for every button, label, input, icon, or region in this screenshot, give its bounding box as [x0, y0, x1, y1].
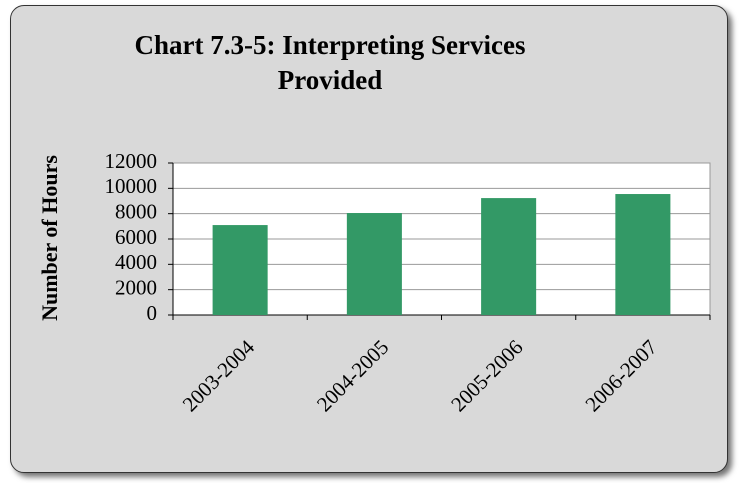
- bar: [346, 213, 402, 315]
- bar: [212, 225, 268, 315]
- bar: [481, 198, 537, 315]
- x-tick-label: 2003-2004: [178, 335, 260, 417]
- y-tick-label: 10000: [105, 174, 158, 198]
- chart-title: Chart 7.3-5: Interpreting Services Provi…: [134, 30, 526, 95]
- y-tick-label: 8000: [115, 199, 157, 223]
- y-tick-label: 4000: [115, 250, 157, 274]
- bar: [615, 194, 671, 315]
- y-tick-label: 2000: [115, 275, 157, 299]
- x-tick-label: 2004-2005: [312, 335, 393, 416]
- y-tick-label: 12000: [105, 149, 158, 173]
- x-tick-label: 2005-2006: [446, 335, 527, 416]
- x-tick-label: 2006-2007: [580, 335, 661, 416]
- y-tick-label: 6000: [115, 225, 157, 249]
- y-axis-label: Number of Hours: [37, 155, 62, 321]
- y-tick-label: 0: [147, 301, 158, 325]
